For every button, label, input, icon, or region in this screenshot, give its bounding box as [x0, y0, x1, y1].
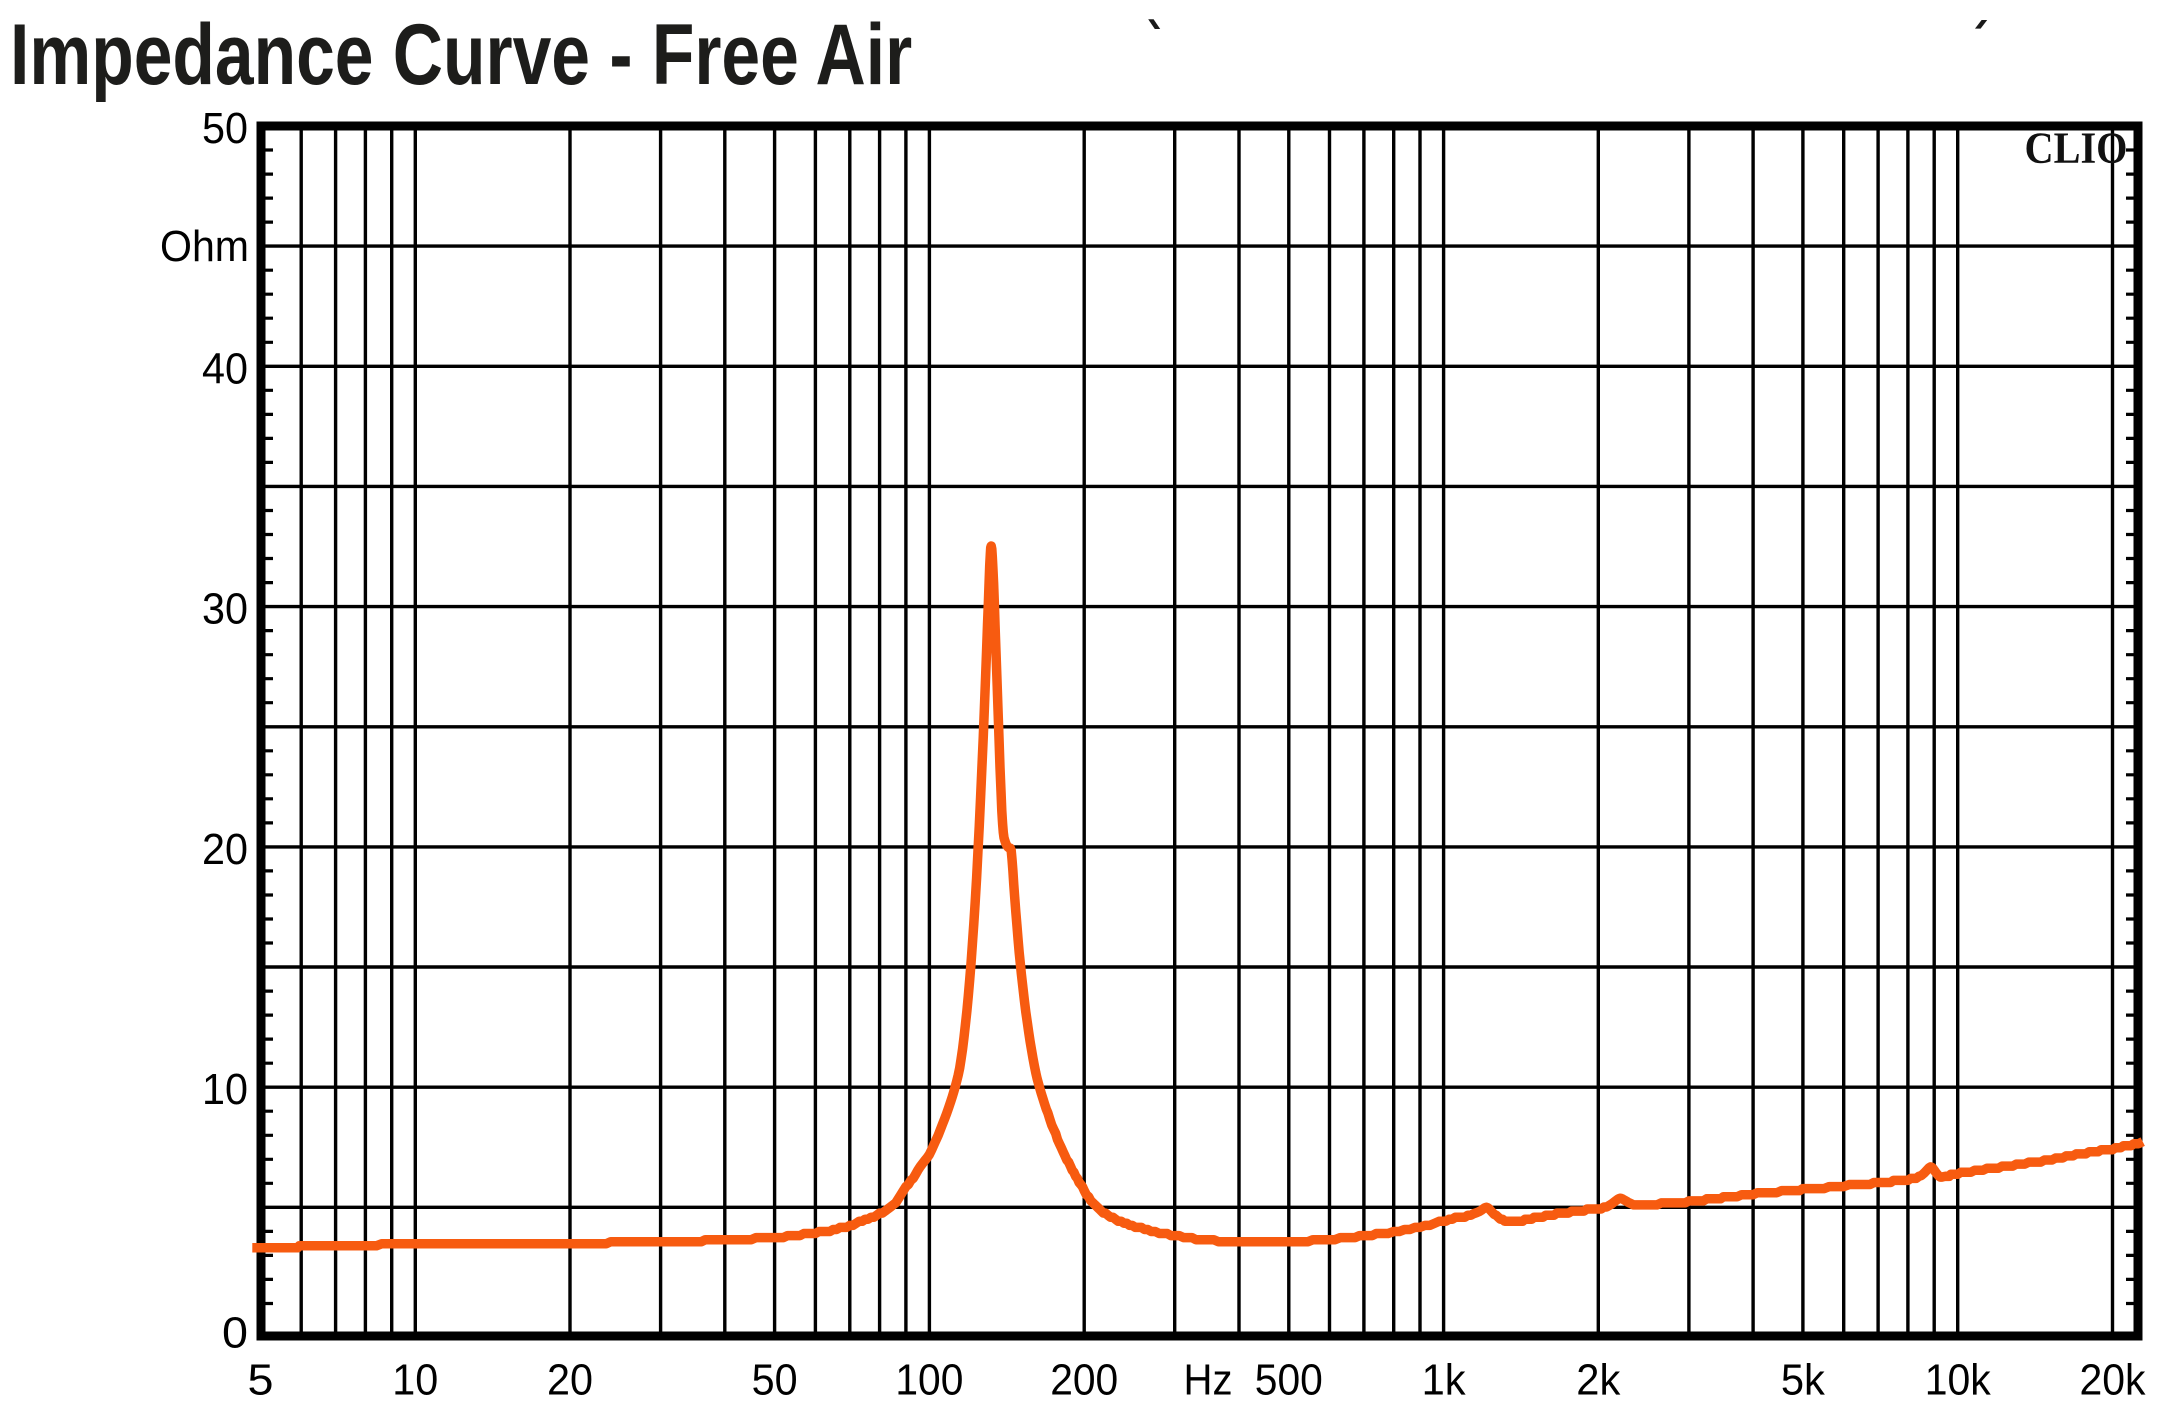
svg-text:50: 50: [202, 104, 248, 153]
svg-text:Hz: Hz: [1184, 1356, 1233, 1405]
svg-text:2k: 2k: [1576, 1356, 1621, 1405]
svg-text:20: 20: [202, 825, 248, 874]
svg-text:200: 200: [1050, 1356, 1118, 1405]
svg-text:40: 40: [202, 344, 248, 393]
svg-text:CLIO: CLIO: [2025, 124, 2128, 173]
svg-text:10: 10: [202, 1065, 248, 1114]
svg-text:30: 30: [202, 585, 248, 634]
svg-text:Ohm: Ohm: [160, 222, 249, 271]
svg-text:5: 5: [248, 1356, 274, 1405]
svg-text:5k: 5k: [1781, 1356, 1826, 1405]
svg-text:500: 500: [1255, 1356, 1323, 1405]
svg-text:10: 10: [392, 1356, 438, 1405]
svg-text:20k: 20k: [2080, 1356, 2147, 1405]
svg-text:10k: 10k: [1925, 1356, 1992, 1405]
svg-text:50: 50: [752, 1356, 798, 1405]
svg-text:0: 0: [222, 1309, 248, 1358]
svg-text:20: 20: [547, 1356, 593, 1405]
svg-text:100: 100: [895, 1356, 963, 1405]
svg-text:1k: 1k: [1422, 1356, 1467, 1405]
